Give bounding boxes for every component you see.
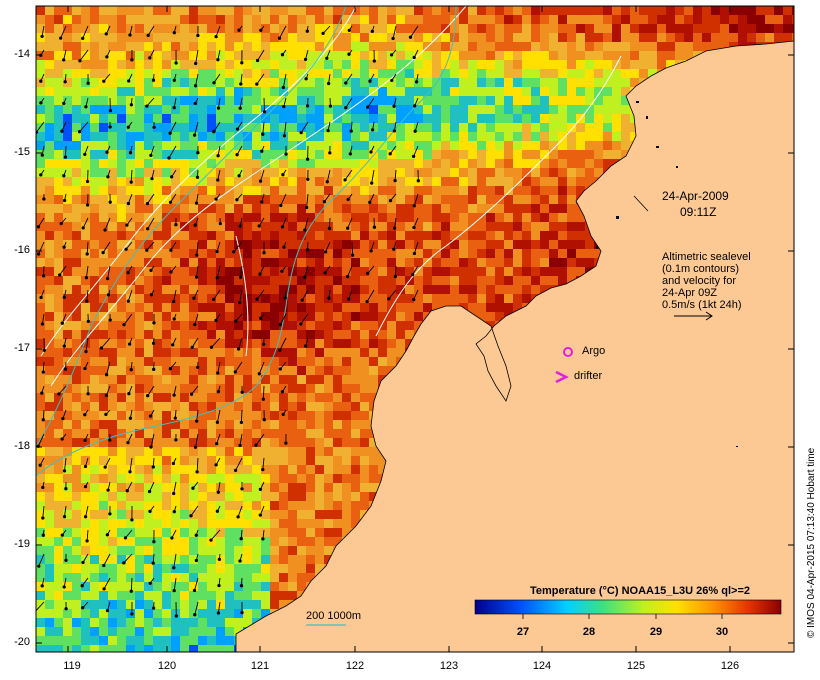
date-pointer-line: [633, 195, 649, 212]
argo-marker: [563, 347, 573, 357]
colorbar-tick: 30: [715, 626, 729, 638]
lat-tick-label: -14: [14, 48, 30, 60]
lon-tick-label: 123: [439, 660, 459, 672]
lat-tick-label: -17: [14, 342, 30, 354]
drifter-label: drifter: [574, 370, 603, 382]
lon-tick-label: 122: [345, 660, 365, 672]
lat-tick-label: -20: [14, 636, 30, 648]
depth-label: 200 1000m: [306, 610, 362, 622]
lat-tick-label: -19: [14, 538, 30, 550]
lon-tick-label: 120: [157, 660, 177, 672]
velocity-arrows: [36, 25, 420, 618]
map-time: 09:11Z: [680, 205, 717, 219]
temperature-colorbar: [474, 599, 782, 615]
lon-tick-label: 119: [63, 660, 81, 672]
land-mass: [235, 40, 794, 652]
lon-tick-label: 124: [532, 660, 552, 672]
legend-line: 0.5m/s (1kt 24h): [662, 299, 742, 311]
map-date: 24-Apr-2009: [662, 189, 729, 203]
velocity-scale-arrow: [674, 311, 713, 321]
colorbar-tick-marks: [522, 614, 723, 619]
colorbar-tick: 29: [649, 626, 663, 638]
colorbar-title: Temperature (°C) NOAA15_L3U 26% ql>=2: [530, 585, 750, 597]
legend-line: Altimetric sealevel: [662, 251, 751, 263]
lat-tick-label: -16: [14, 244, 30, 256]
legend-line: 24-Apr 09Z: [662, 287, 718, 299]
sst-map-canvas: [36, 6, 794, 652]
lon-tick-label: 121: [250, 660, 270, 672]
drifter-marker: [555, 370, 569, 384]
colorbar-tick: 27: [516, 626, 530, 638]
lat-tick-label: -18: [14, 440, 30, 452]
legend-line: and velocity for: [662, 275, 736, 287]
lon-tick-label: 126: [720, 660, 740, 672]
argo-label: Argo: [582, 345, 606, 357]
legend-line: (0.1m contours): [662, 263, 740, 275]
colorbar-tick: 28: [582, 626, 596, 638]
lon-tick-label: 125: [626, 660, 646, 672]
sst-map: [36, 6, 794, 652]
coastline-islands: [596, 101, 738, 447]
lat-tick-label: -15: [14, 146, 30, 158]
imos-credit: © IMOS 04-Apr-2015 07:13:40 Hobart time: [806, 447, 817, 638]
